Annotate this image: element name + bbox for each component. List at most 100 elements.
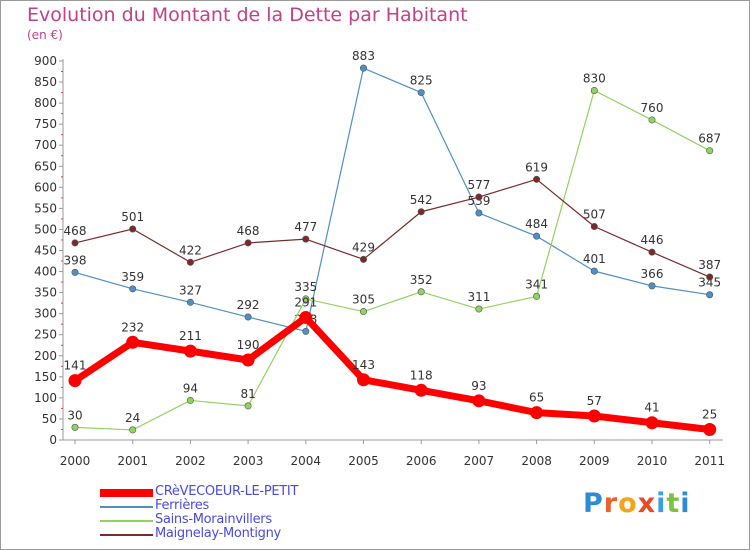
legend-label: Sains-Morainvillers: [155, 512, 272, 527]
data-point: [244, 402, 252, 410]
data-point: [302, 327, 310, 335]
y-tick-label: 550: [34, 201, 57, 215]
data-point: [299, 310, 313, 324]
legend-item: CRèVECOEUR-LE-PETIT: [100, 484, 360, 500]
data-label: 24: [125, 411, 140, 425]
y-tick-label: 200: [34, 349, 57, 363]
data-point: [533, 232, 541, 240]
data-label: 25: [702, 407, 717, 421]
y-tick-label: 50: [42, 412, 57, 426]
data-point: [68, 374, 82, 388]
data-point: [417, 208, 425, 216]
data-label: 398: [64, 253, 87, 267]
data-point: [648, 282, 656, 290]
x-tick-label: 2009: [579, 454, 610, 468]
data-point: [183, 344, 197, 358]
data-label: 619: [525, 160, 548, 174]
data-label: 468: [237, 224, 260, 238]
x-tick-label: 2008: [521, 454, 552, 468]
data-point: [475, 193, 483, 201]
data-point: [590, 267, 598, 275]
data-label: 30: [67, 408, 82, 422]
data-point: [71, 423, 79, 431]
data-point: [126, 335, 140, 349]
data-label: 760: [641, 101, 664, 115]
data-point: [703, 422, 717, 436]
data-label: 830: [583, 71, 606, 85]
data-label: 341: [525, 277, 548, 291]
y-tick-label: 300: [34, 307, 57, 321]
data-label: 94: [183, 381, 198, 395]
data-point: [533, 292, 541, 300]
data-label: 401: [583, 252, 606, 266]
data-point: [186, 258, 194, 266]
data-label: 57: [587, 394, 602, 408]
data-point: [359, 64, 367, 72]
x-tick-label: 2002: [175, 454, 206, 468]
data-label: 366: [641, 267, 664, 281]
data-label: 81: [240, 387, 255, 401]
proxiti-logo: Proxiti: [583, 488, 691, 519]
data-label: 291: [294, 295, 317, 309]
data-point: [302, 235, 310, 243]
data-point: [645, 416, 659, 430]
legend-swatch: [100, 489, 153, 497]
data-label: 446: [641, 233, 664, 247]
data-point: [587, 409, 601, 423]
data-label: 507: [583, 207, 606, 221]
data-label: 883: [352, 49, 375, 63]
chart-title: Evolution du Montant de la Dette par Hab…: [27, 4, 468, 26]
data-label: 484: [525, 217, 548, 231]
data-label: 143: [352, 358, 375, 372]
series-line-3: [71, 313, 714, 433]
legend-swatch: [100, 506, 153, 508]
data-label: 41: [644, 401, 659, 415]
y-tick-label: 850: [34, 75, 57, 89]
x-tick-label: 2003: [233, 454, 264, 468]
data-label: 542: [410, 193, 433, 207]
y-tick-label: 500: [34, 222, 57, 236]
logo-letter: o: [618, 488, 638, 519]
data-label: 422: [179, 243, 202, 257]
data-point: [706, 273, 714, 281]
data-point: [417, 288, 425, 296]
data-point: [241, 353, 255, 367]
data-label: 359: [121, 270, 144, 284]
data-point: [244, 313, 252, 321]
data-label: 93: [471, 379, 486, 393]
y-tick-label: 400: [34, 265, 57, 279]
data-point: [590, 222, 598, 230]
data-label: 305: [352, 293, 375, 307]
data-label: 468: [64, 224, 87, 238]
x-tick-label: 2011: [694, 454, 725, 468]
data-label: 311: [467, 290, 490, 304]
logo-letter: r: [603, 488, 619, 519]
data-label: 345: [698, 276, 721, 290]
x-tick-label: 2006: [406, 454, 437, 468]
y-tick-label: 250: [34, 328, 57, 342]
series-line-1: [74, 89, 711, 431]
data-label: 118: [410, 368, 433, 382]
data-label: 327: [179, 283, 202, 297]
data-label: 335: [294, 280, 317, 294]
data-point: [359, 308, 367, 316]
data-label: 687: [698, 132, 721, 146]
legend-item: Maignelay-Montigny: [100, 526, 360, 542]
x-tick-label: 2007: [464, 454, 495, 468]
data-label: 232: [121, 320, 144, 334]
data-label: 539: [467, 194, 490, 208]
legend-label: Ferrières: [155, 498, 209, 513]
legend-swatch: [100, 534, 153, 536]
legend-label: Maignelay-Montigny: [155, 526, 281, 541]
data-point: [530, 406, 544, 420]
logo-letter: i: [656, 488, 667, 519]
data-label: 190: [237, 338, 260, 352]
data-point: [244, 239, 252, 247]
y-tick-label: 750: [34, 117, 57, 131]
data-point: [186, 298, 194, 306]
legend-item: Sains-Morainvillers: [100, 512, 360, 528]
data-point: [359, 255, 367, 263]
data-point: [472, 394, 486, 408]
